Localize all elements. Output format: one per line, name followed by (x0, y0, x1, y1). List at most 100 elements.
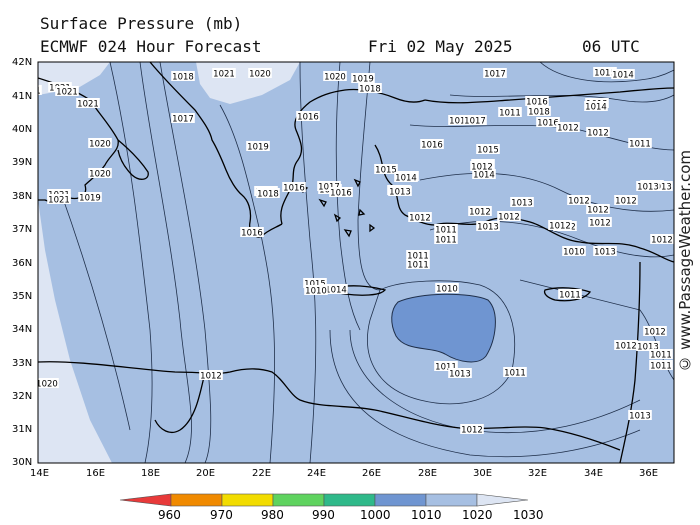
isobar (219, 104, 275, 463)
svg-text:1018: 1018 (528, 108, 550, 118)
isobar-value-label: 1011 (434, 361, 458, 373)
lon-label: 30E (473, 468, 493, 479)
svg-text:1016: 1016 (283, 184, 305, 194)
legend-label: 960 (158, 508, 181, 522)
svg-text:1011: 1011 (504, 369, 526, 379)
isobar-value-label: 1011 (628, 138, 652, 150)
lat-label: 30N (12, 457, 33, 468)
lon-label: 34E (584, 468, 604, 479)
isobar-value-label: 1020 (88, 168, 112, 180)
isobar-value-label: 1018 (256, 188, 280, 200)
svg-text:1013: 1013 (511, 199, 533, 209)
legend-swatch (170, 493, 223, 507)
svg-text:1013: 1013 (449, 370, 471, 380)
isobar-value-label: 1014 (584, 101, 608, 113)
isobar-value-label: 1016 (536, 117, 560, 129)
svg-text:1015: 1015 (304, 280, 326, 290)
isobar-value-label: 1017 (171, 113, 195, 125)
legend-swatch (272, 493, 325, 507)
coastline-cyprus (543, 287, 592, 302)
svg-text:1015: 1015 (594, 69, 616, 79)
lat-label: 34N (12, 324, 33, 335)
lat-label: 41N (12, 91, 33, 102)
model-forecast-label: ECMWF 024 Hour Forecast (40, 37, 262, 56)
lat-label: 35N (12, 291, 33, 302)
svg-text:1013: 1013 (477, 223, 499, 233)
svg-text:1017: 1017 (484, 70, 506, 80)
svg-text:1013: 1013 (650, 183, 672, 193)
svg-text:1020: 1020 (324, 73, 346, 83)
isobar-value-label: 1012 (468, 206, 492, 218)
legend-label: 1010 (411, 508, 442, 522)
svg-text:1012: 1012 (557, 124, 579, 134)
lon-label: 16E (86, 468, 106, 479)
lat-label: 38N (12, 191, 33, 202)
isobar (449, 94, 674, 103)
coastline-levant (619, 261, 641, 463)
isobar-value-label: 1020 (248, 68, 272, 80)
svg-text:1020: 1020 (89, 140, 111, 150)
svg-text:1012: 1012 (498, 213, 520, 223)
isobar-value-label: 1012 (199, 370, 223, 382)
svg-text:1014: 1014 (612, 71, 634, 81)
isobar (109, 62, 153, 463)
isobar-value-label: 1012 (586, 204, 610, 216)
svg-text:1011: 1011 (499, 109, 521, 119)
legend-label: 970 (210, 508, 233, 522)
svg-text:1013: 1013 (389, 188, 411, 198)
isobar-value-label: 1018 (171, 71, 195, 83)
isobar-value-label: 1012 (460, 424, 484, 436)
svg-text:1012: 1012 (589, 219, 611, 229)
lon-label: 22E (252, 468, 272, 479)
isobar-value-label: 1011 (558, 289, 582, 301)
isobar (539, 62, 674, 83)
svg-text:1020: 1020 (36, 380, 58, 390)
isobar-value-label: 1012 (548, 220, 572, 232)
svg-text:1011: 1011 (650, 351, 672, 361)
svg-text:1012: 1012 (651, 236, 673, 246)
isobar-value-label: 1014 (394, 172, 418, 184)
legend-label: 1030 (513, 508, 544, 522)
lat-label: 33N (12, 358, 33, 369)
svg-text:1012: 1012 (644, 328, 666, 338)
isobar-value-label: 1020 (36, 378, 59, 390)
lon-label: 20E (196, 468, 216, 479)
isobar-value-label: 1011 (406, 250, 430, 262)
legend-swatch (425, 493, 478, 507)
svg-text:1012: 1012 (587, 129, 609, 139)
isobar-value-label: 1016 (282, 182, 306, 194)
isobar-value-label: 1013 (636, 341, 660, 353)
pressure-legend (119, 493, 529, 507)
isobar-value-label: 1011 (434, 234, 458, 246)
coastline-turkey (424, 87, 674, 104)
svg-text:1021: 1021 (48, 196, 70, 206)
isobar-value-label: 1019 (246, 141, 270, 153)
isobar-value-label: 1015 (476, 144, 500, 156)
lat-label: 40N (12, 124, 33, 135)
isobar-value-label: 1012 (408, 212, 432, 224)
isobar-value-label: 1010 (448, 115, 472, 127)
svg-text:1015: 1015 (375, 166, 397, 176)
isobar-value-label: 1016 (240, 227, 264, 239)
legend-label: 1020 (462, 508, 493, 522)
valid-time: 06 UTC (582, 37, 640, 56)
isobar (419, 173, 674, 212)
isobar-value-label: 1018 (358, 83, 382, 95)
legend-swatch (476, 493, 529, 507)
coastline-sidra (154, 371, 206, 434)
svg-text:1012: 1012 (568, 197, 590, 207)
svg-text:1021: 1021 (213, 70, 235, 80)
svg-text:1019: 1019 (79, 194, 101, 204)
svg-text:1013: 1013 (637, 183, 659, 193)
isobar-value-label: 1012 (497, 211, 521, 223)
isobar-value-label: 1015 (374, 164, 398, 176)
lat-label: 39N (12, 157, 33, 168)
svg-text:1011: 1011 (559, 291, 581, 301)
svg-text:1014: 1014 (585, 103, 607, 113)
isobar-value-label: 1021 (212, 68, 236, 80)
svg-text:1019: 1019 (247, 143, 269, 153)
svg-text:1010: 1010 (436, 285, 458, 295)
svg-text:1015: 1015 (477, 146, 499, 156)
svg-text:1010: 1010 (449, 117, 471, 127)
